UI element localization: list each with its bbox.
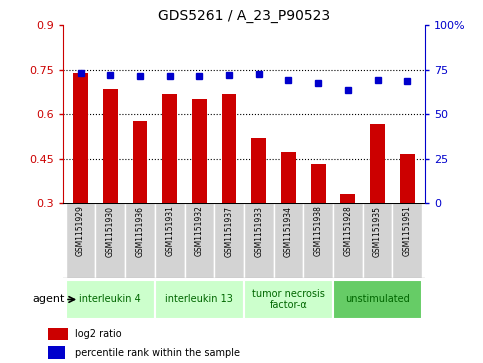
Text: GSM1151931: GSM1151931 [165,205,174,256]
Bar [132,121,147,203]
Text: interleukin 4: interleukin 4 [79,294,141,305]
Text: GSM1151933: GSM1151933 [254,205,263,257]
Bar [48,327,68,340]
Bar [244,280,333,319]
Text: GSM1151938: GSM1151938 [313,205,323,256]
Text: GSM1151929: GSM1151929 [76,205,85,256]
Bar [244,203,273,278]
Bar [155,203,185,278]
Bar [363,203,392,278]
Text: GSM1151932: GSM1151932 [195,205,204,256]
Bar [400,154,414,203]
Text: tumor necrosis
factor-α: tumor necrosis factor-α [252,289,325,310]
Bar [125,203,155,278]
Bar [281,152,296,203]
Text: GSM1151935: GSM1151935 [373,205,382,257]
Bar [96,203,125,278]
Text: log2 ratio: log2 ratio [75,329,122,339]
Text: GSM1151936: GSM1151936 [136,205,144,257]
Bar [311,164,326,203]
Text: GSM1151951: GSM1151951 [403,205,412,256]
Text: GSM1151928: GSM1151928 [343,205,352,256]
Bar [273,203,303,278]
Bar [333,203,363,278]
Bar [185,203,214,278]
Text: GSM1151937: GSM1151937 [225,205,234,257]
Bar [66,280,155,319]
Bar [214,203,244,278]
Bar [48,346,65,359]
Bar [333,280,422,319]
Bar [251,138,266,203]
Bar [103,89,118,203]
Text: agent: agent [32,294,64,305]
Bar [303,203,333,278]
Text: GSM1151930: GSM1151930 [106,205,115,257]
Text: GSM1151934: GSM1151934 [284,205,293,257]
Bar [392,203,422,278]
Bar [162,94,177,203]
Bar [192,99,207,203]
Bar [73,73,88,203]
Text: percentile rank within the sample: percentile rank within the sample [75,347,240,358]
Text: unstimulated: unstimulated [345,294,410,305]
Bar [66,203,96,278]
Text: interleukin 13: interleukin 13 [166,294,233,305]
Bar [370,124,385,203]
Title: GDS5261 / A_23_P90523: GDS5261 / A_23_P90523 [158,9,330,23]
Bar [222,94,237,203]
Bar [341,194,355,203]
Bar [155,280,244,319]
